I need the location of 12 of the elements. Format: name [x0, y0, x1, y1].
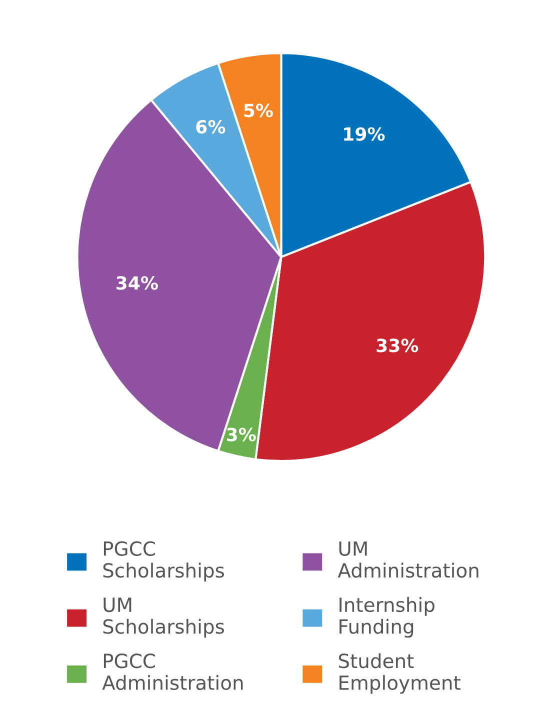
data-label: 6% [196, 120, 226, 134]
legend-label: UM Administration [338, 542, 478, 578]
data-label: 5% [244, 104, 273, 118]
legend-label: Internship Funding [340, 597, 434, 638]
data-label: 19% [344, 127, 385, 141]
data-label: 33% [376, 338, 418, 352]
data-label: 34% [116, 276, 158, 290]
legend-label: UM Scholarships [103, 598, 224, 638]
legend-label: PGCC Administration [102, 654, 243, 690]
data-label: 3% [227, 428, 256, 442]
legend-label: PGCC Scholarships [103, 541, 224, 582]
legend-label: Student Employment [338, 653, 460, 694]
